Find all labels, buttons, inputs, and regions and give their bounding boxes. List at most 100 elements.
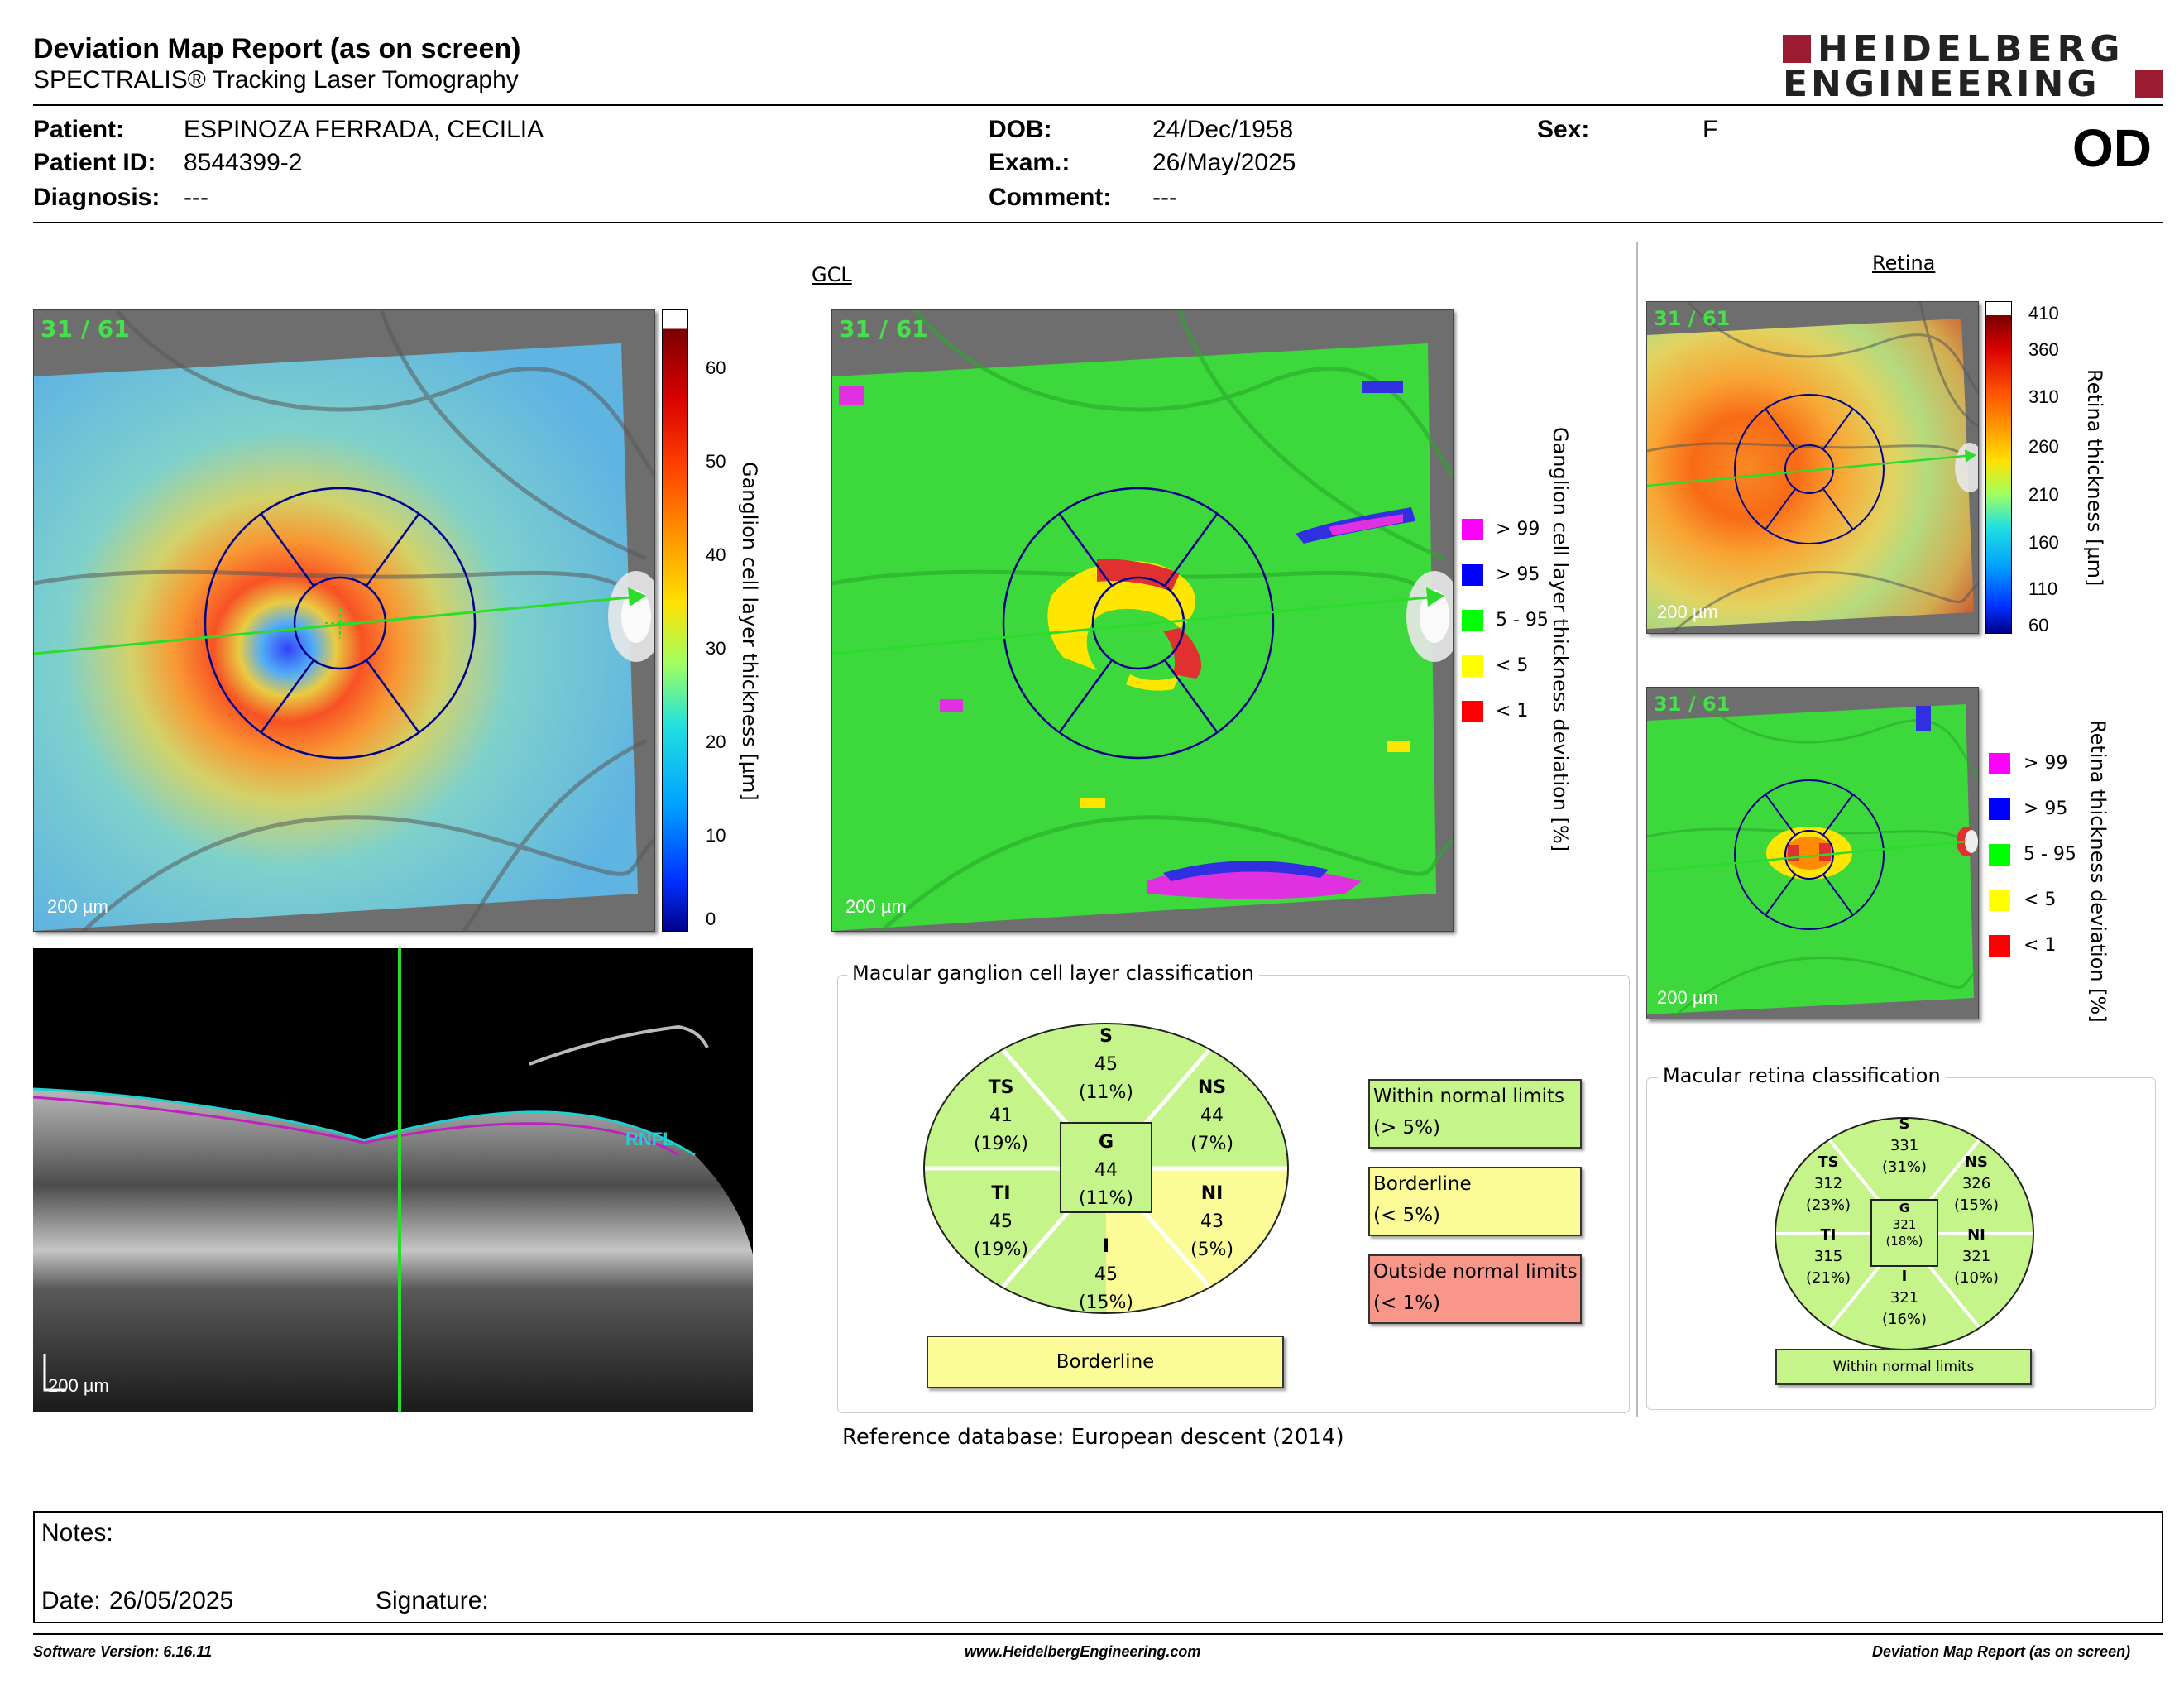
gcl-sector-ni-value: 43 — [1200, 1211, 1224, 1232]
legend-label-lt1: < 1 — [1496, 701, 1529, 722]
gcl-sector-i: I 45 (15%) — [1061, 1233, 1152, 1317]
retina-sector-ti-pct: (21%) — [1805, 1269, 1851, 1287]
footer-divider — [33, 1633, 2163, 1635]
retina-legend-label-gt99: > 99 — [2024, 753, 2068, 774]
gcl-sector-g: G 44 (11%) — [1061, 1129, 1152, 1213]
retina-thickness-count: 31 / 61 — [1654, 307, 1731, 330]
retina-sector-ti-name: TI — [1820, 1226, 1837, 1244]
retina-sector-ti: TI 315 (21%) — [1795, 1225, 1861, 1289]
gcl-deviation-sector-grid — [832, 487, 1444, 760]
legend-label-gt99: > 99 — [1496, 519, 1540, 539]
heidelberg-logo: HEIDELBERG ENGINEERING — [1783, 28, 2163, 105]
date-value: 26/05/2025 — [109, 1587, 234, 1614]
retina-sector-s-value: 331 — [1889, 1137, 1919, 1154]
retina-sector-ts-value: 312 — [1813, 1175, 1843, 1192]
gcl-sector-chart — [920, 1023, 1292, 1314]
legend-swatch-lt5 — [1462, 655, 1483, 677]
retina-deviation-map-image — [1647, 688, 1978, 1019]
gcl-sector-ns-value: 44 — [1200, 1105, 1224, 1126]
diagnosis-value: --- — [184, 184, 208, 211]
legend-outside-normal: Outside normal limits (< 1%) — [1368, 1254, 1582, 1324]
retina-sector-ni-pct: (10%) — [1953, 1269, 2000, 1287]
gcl-sector-ti-value: 45 — [989, 1211, 1013, 1232]
retina-sector-ns-pct: (15%) — [1953, 1196, 2000, 1214]
header-divider — [33, 104, 2163, 106]
gcl-deviation-axis-label: Ganglion cell layer thickness deviation … — [1549, 427, 1572, 852]
logo-line-2: ENGINEERING — [1783, 63, 2100, 105]
oct-bscan: RNFL 200 µm — [33, 948, 753, 1412]
retina-sector-ti-value: 315 — [1813, 1248, 1843, 1265]
patient-label: Patient: — [33, 116, 125, 143]
exam-value: 26/May/2025 — [1152, 149, 1296, 176]
retina-sector-i-value: 321 — [1889, 1289, 1919, 1307]
reference-database-value: European descent (2014) — [1070, 1425, 1344, 1450]
retina-sector-g: G 321 (18%) — [1871, 1200, 1937, 1249]
gcl-deviation-scale: 200 µm — [845, 896, 907, 917]
legend-label-gt95: > 95 — [1496, 564, 1540, 585]
footer-software-version: Software Version: 6.16.11 — [33, 1643, 213, 1660]
dob-value: 24/Dec/1958 — [1152, 116, 1294, 143]
retina-sector-i-name: I — [1901, 1268, 1908, 1285]
gcl-tick-20: 20 — [706, 731, 726, 752]
gcl-sector-i-value: 45 — [1094, 1264, 1118, 1285]
gcl-sector-g-name: G — [1098, 1132, 1114, 1153]
retina-overall-result-text: Within normal limits — [1832, 1359, 1975, 1375]
gcl-thickness-count: 31 / 61 — [41, 315, 130, 343]
gcl-thickness-scale: 200 µm — [47, 896, 108, 917]
comment-value: --- — [1152, 184, 1177, 211]
gcl-deviation-map-image — [832, 310, 1453, 931]
patient-id-label: Patient ID: — [33, 149, 156, 176]
report-title: Deviation Map Report (as on screen) — [33, 33, 521, 65]
retina-sector-ns-name: NS — [1964, 1153, 1989, 1171]
gcl-thickness-map: 31 / 61 200 µm — [33, 309, 655, 932]
legend-within-normal-range: (> 5%) — [1373, 1117, 1441, 1139]
dob-label: DOB: — [989, 116, 1052, 143]
retina-sector-g-name: G — [1899, 1201, 1910, 1216]
gcl-sector-ti-name: TI — [991, 1183, 1011, 1204]
retina-tick-210: 210 — [2028, 484, 2059, 505]
footer-report-name: Deviation Map Report (as on screen) — [1872, 1643, 2131, 1660]
gcl-tick-30: 30 — [706, 638, 726, 659]
gcl-sector-ts-value: 41 — [989, 1105, 1013, 1126]
legend-label-5-95: 5 - 95 — [1496, 610, 1549, 631]
retina-legend-swatch-5-95 — [1989, 844, 2010, 866]
gcl-sector-g-value: 44 — [1094, 1160, 1118, 1181]
gcl-sector-ts: TS 41 (19%) — [956, 1074, 1046, 1158]
comment-label: Comment: — [989, 184, 1112, 211]
retina-tick-310: 310 — [2028, 386, 2059, 407]
retina-deviation-scale: 200 µm — [1657, 987, 1718, 1008]
gcl-sector-i-name: I — [1102, 1236, 1110, 1257]
gcl-sector-s-value: 45 — [1094, 1054, 1118, 1075]
gcl-sector-ns-pct: (7%) — [1190, 1134, 1234, 1154]
retina-legend-label-lt1: < 1 — [2024, 935, 2057, 956]
gcl-overall-result: Borderline — [927, 1336, 1284, 1388]
gcl-sector-i-pct: (15%) — [1078, 1292, 1134, 1313]
patient-divider — [33, 222, 2163, 223]
retina-legend-label-lt5: < 5 — [2024, 890, 2057, 910]
sex-value: F — [1703, 116, 1718, 143]
gcl-sector-grid — [34, 487, 646, 760]
retina-tick-160: 160 — [2028, 532, 2059, 553]
retina-thickness-map-image — [1647, 302, 1978, 633]
retina-deviation-count: 31 / 61 — [1654, 693, 1731, 716]
diagnosis-label: Diagnosis: — [33, 184, 160, 211]
retina-legend-swatch-gt95 — [1989, 798, 2010, 820]
gcl-sector-ti-pct: (19%) — [973, 1240, 1029, 1260]
retina-thickness-scale: 200 µm — [1657, 602, 1718, 622]
gcl-sector-ni: NI 43 (5%) — [1166, 1180, 1257, 1264]
retina-tick-260: 260 — [2028, 436, 2059, 457]
gcl-deviation-count: 31 / 61 — [839, 315, 928, 343]
retina-legend-label-gt95: > 95 — [2024, 798, 2068, 819]
retina-sector-g-pct: (18%) — [1885, 1234, 1923, 1249]
legend-swatch-5-95 — [1462, 610, 1483, 631]
retina-sector-ns: NS 326 (15%) — [1943, 1152, 2009, 1216]
retina-sector-i: I 321 (16%) — [1871, 1266, 1937, 1331]
notes-label: Notes: — [41, 1519, 113, 1547]
legend-outside-normal-label: Outside normal limits — [1373, 1261, 1578, 1283]
retina-tick-60: 60 — [2028, 615, 2049, 635]
retina-sector-s-name: S — [1899, 1115, 1910, 1133]
retina-tick-410: 410 — [2028, 303, 2059, 324]
retina-sector-ts-pct: (23%) — [1805, 1196, 1851, 1214]
retina-classification-title: Macular retina classification — [1658, 1064, 1946, 1087]
bscan-scale: 200 µm — [48, 1375, 109, 1396]
